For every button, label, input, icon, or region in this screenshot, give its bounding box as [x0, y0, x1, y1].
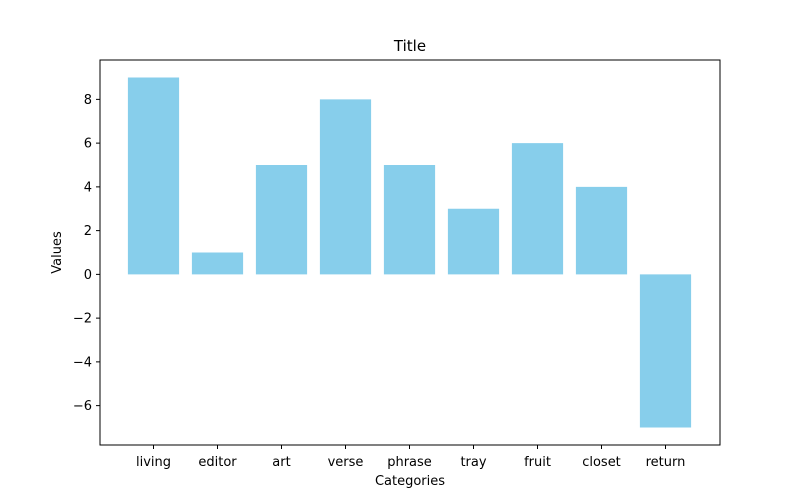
- x-axis-label: Categories: [375, 474, 445, 489]
- bar-verse: [319, 99, 372, 275]
- x-tick-label: tray: [460, 455, 486, 470]
- bar-art: [255, 165, 308, 275]
- bar-tray: [447, 208, 500, 275]
- bar-living: [127, 77, 180, 275]
- y-tick-label: −6: [73, 399, 92, 414]
- x-axis-ticks: living editor art verse phrase tray fruit close…: [136, 445, 685, 470]
- x-tick-label: living: [136, 455, 171, 470]
- y-tick-label: 8: [84, 93, 92, 108]
- y-tick-label: −4: [73, 355, 92, 370]
- bar-closet: [575, 186, 628, 275]
- y-tick-label: 6: [84, 137, 92, 152]
- x-tick-label: closet: [582, 455, 621, 470]
- x-tick-label: art: [272, 455, 290, 470]
- bars-group: [127, 77, 692, 428]
- x-tick-label: return: [646, 455, 686, 470]
- y-axis-ticks: −6 −4 −2 0 2 4 6 8: [73, 93, 100, 414]
- x-tick-label: verse: [328, 455, 364, 470]
- y-tick-label: 0: [84, 268, 92, 283]
- chart-title: Title: [393, 37, 426, 55]
- bar-phrase: [383, 165, 436, 275]
- x-tick-label: phrase: [387, 455, 432, 470]
- y-tick-label: 2: [84, 224, 92, 239]
- y-tick-label: 4: [84, 180, 92, 195]
- x-tick-label: fruit: [524, 455, 551, 470]
- plot-frame: [99, 59, 721, 446]
- y-axis-label: Values: [50, 231, 65, 274]
- bar-return: [639, 274, 692, 428]
- x-tick-label: editor: [198, 455, 237, 470]
- bar-fruit: [511, 143, 564, 275]
- y-tick-label: −2: [73, 312, 92, 327]
- bar-editor: [191, 252, 244, 275]
